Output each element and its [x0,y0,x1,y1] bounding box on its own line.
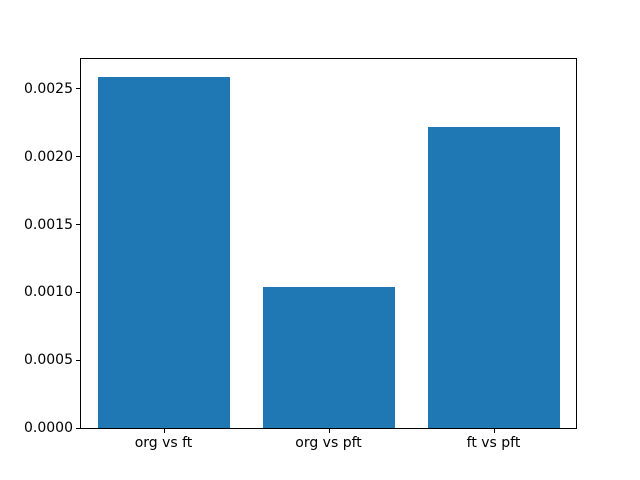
x-tick-mark [328,429,330,433]
y-tick-mark [76,427,80,429]
y-tick-mark [76,291,80,293]
y-tick-mark [76,88,80,90]
x-tick-mark [163,429,165,433]
y-tick-mark [76,359,80,361]
y-tick-mark [76,224,80,225]
x-tick-label: org vs ft [134,435,193,451]
y-tick-label: 0.0020 [24,148,73,165]
y-tick-label: 0.0025 [24,80,73,97]
x-tick-label: org vs pft [295,435,362,451]
bar-org-vs-pft [262,286,395,428]
plot-area: org vs ft org vs pft ft vs pft 0.0000 0.0005… [24,58,577,450]
y-tick-label: 0.0015 [24,216,73,233]
y-tick-mark [76,156,80,158]
x-tick-label: ft vs pft [466,435,521,451]
y-tick-label: 0.0010 [24,284,73,301]
bar-ft-vs-pft [427,126,560,428]
y-tick-label: 0.0000 [24,420,73,436]
x-tick-mark [493,429,495,433]
y-tick-label: 0.0005 [24,352,73,369]
bar-org-vs-ft [97,76,230,428]
